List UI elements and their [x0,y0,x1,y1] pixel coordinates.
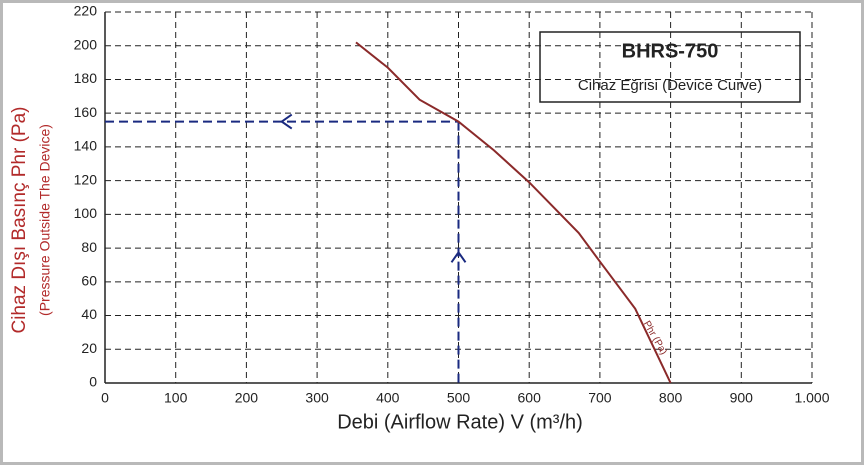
x-tick-label: 600 [518,390,542,406]
y-axis-title: Cihaz Dışı Basınç Phr (Pa) [9,106,30,333]
y-tick-label: 180 [74,70,98,86]
y-tick-label: 40 [81,306,97,322]
x-tick-label: 100 [164,390,188,406]
x-axis-title: Debi (Airflow Rate) V (m³/h) [337,411,583,433]
y-tick-label: 20 [81,340,97,356]
arrow-head [280,113,293,130]
y-tick-label: 200 [74,36,98,52]
y-tick-label: 0 [89,374,97,390]
y-tick-label: 120 [74,171,98,187]
x-tick-label: 1.000 [794,390,829,406]
x-tick-label: 200 [235,390,259,406]
y-tick-label: 220 [74,3,98,19]
y-axis-subtitle: (Pressure Outside The Device) [37,124,53,316]
x-tick-label: 300 [305,390,329,406]
x-tick-label: 400 [376,390,400,406]
chart-title: BHRS-750 [622,40,719,62]
y-tick-label: 60 [81,273,97,289]
x-tick-label: 500 [447,390,471,406]
y-tick-label: 160 [74,104,98,120]
line [355,41,672,384]
y-tick-label: 80 [81,239,97,255]
x-tick-label: 0 [101,390,109,406]
y-tick-label: 140 [74,138,98,154]
x-tick-label: 900 [730,390,754,406]
chart-subtitle: Cihaz Eğrisi (Device Curve) [578,77,762,94]
x-tick-label: 800 [659,390,683,406]
y-tick-label: 100 [74,205,98,221]
x-tick-label: 700 [588,390,612,406]
arrow-head [450,250,467,263]
title-box [539,31,801,103]
